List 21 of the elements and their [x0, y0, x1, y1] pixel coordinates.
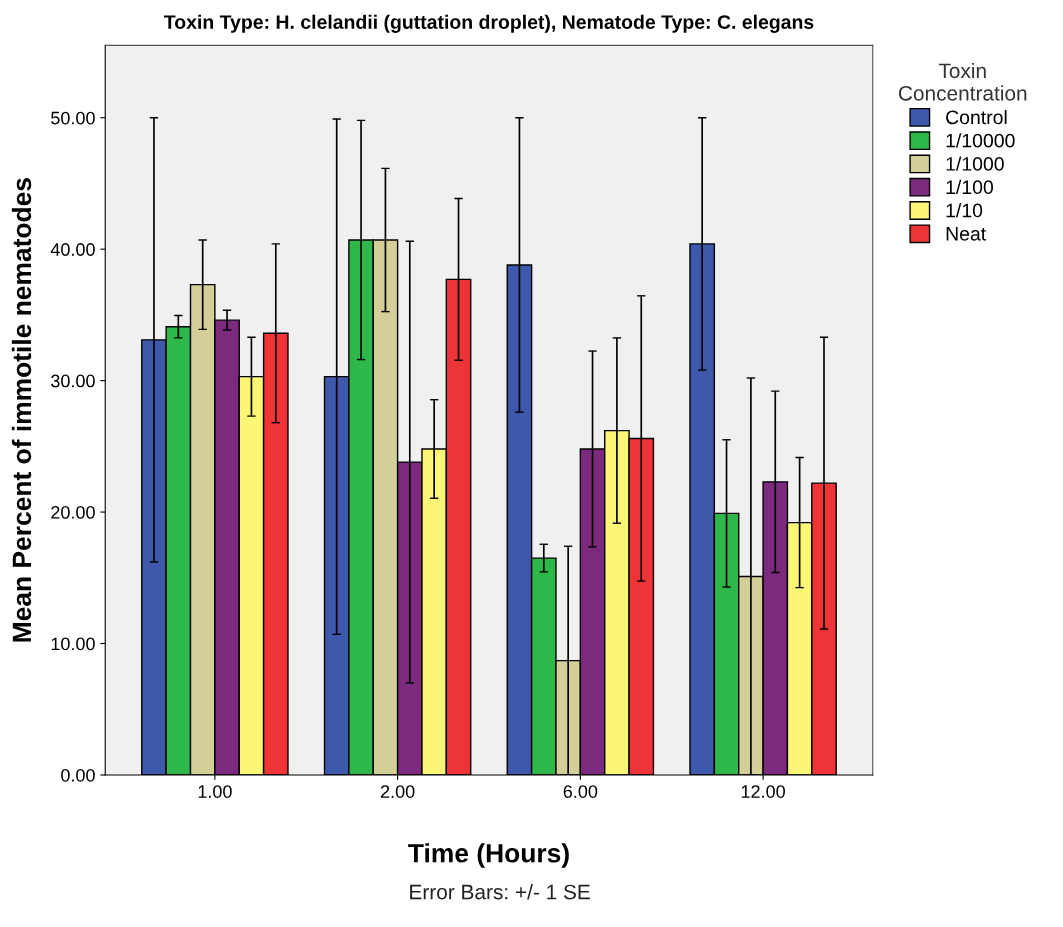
y-tick-label: 0.00: [61, 768, 95, 782]
chart-title: Toxin Type: H. clelandii (guttation droplet), Nematode Type: C. elegans: [164, 14, 814, 33]
legend-label: 1/1000: [946, 156, 1004, 171]
y-tick-label: 20.00: [51, 506, 95, 519]
legend-label: 1/10000: [946, 133, 1015, 148]
y-tick-label: 50.00: [51, 111, 95, 125]
text: Error Bars: +/- 1 SE: [410, 884, 590, 900]
legend-label: Control: [946, 109, 1007, 125]
x-tick-label: 6.00: [563, 785, 598, 798]
x-tick-label: 1.00: [198, 785, 232, 798]
legend-label: 1/10: [946, 203, 983, 218]
y-tick-label: 30.00: [51, 374, 95, 388]
x-axis-title: Time (Hours): [408, 843, 569, 868]
legend-label: 1/100: [946, 179, 994, 195]
legend-label: Neat: [946, 227, 987, 241]
x-tick-label: 2.00: [380, 785, 415, 798]
y-tick-label: 10.00: [51, 637, 95, 651]
y-axis-title: Mean Percent of immotile nematodes: [11, 178, 32, 642]
x-tick-label: 12.00: [741, 785, 785, 798]
legend-title: Toxin Concentration: [898, 62, 1027, 101]
y-tick-label: 40.00: [50, 243, 95, 256]
